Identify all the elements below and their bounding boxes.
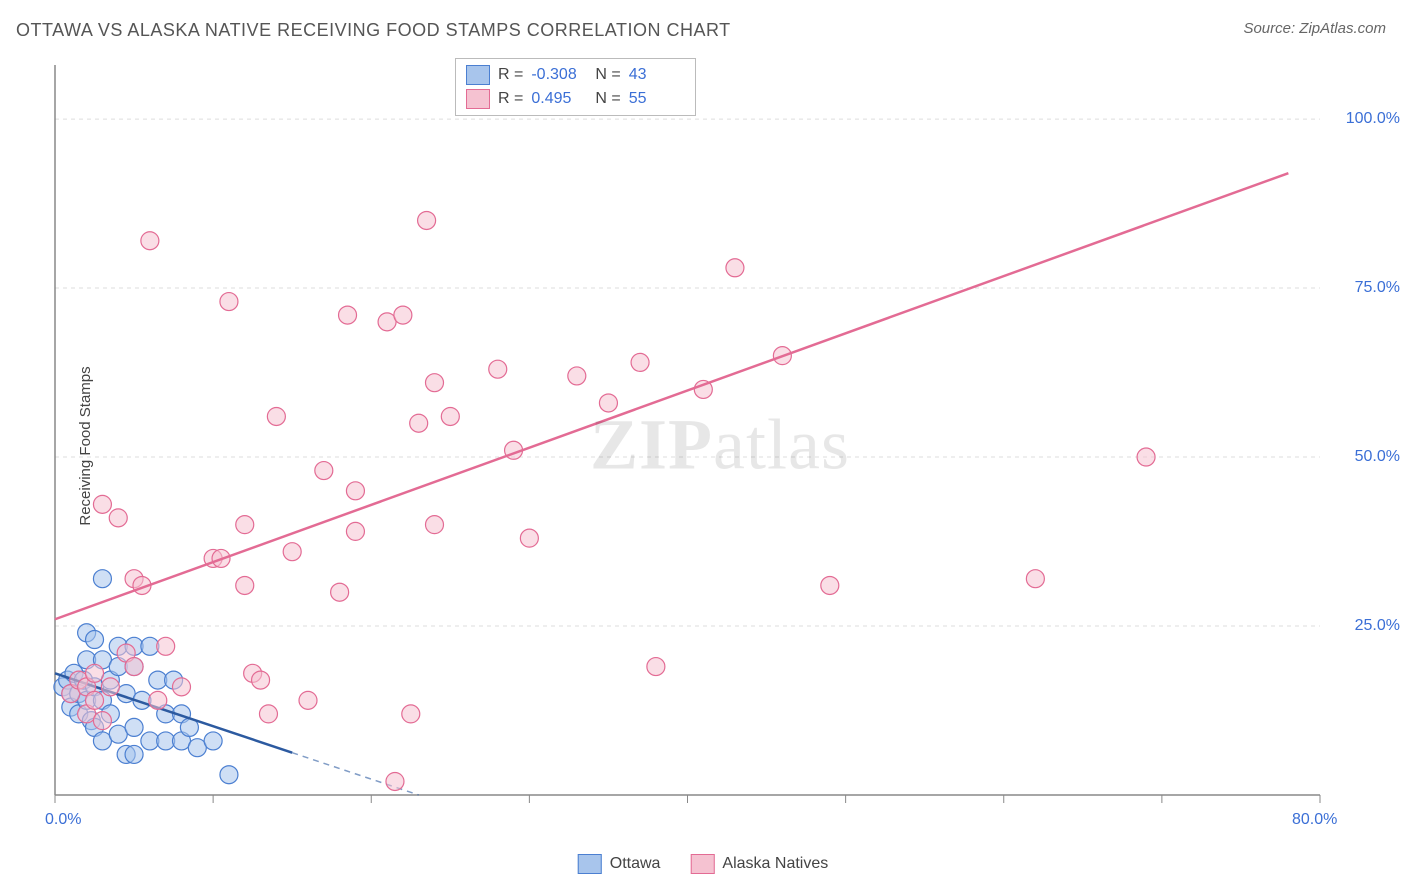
- ottawa-r-value: -0.308: [531, 66, 587, 84]
- chart-plot-area: ZIPatlas: [50, 55, 1390, 835]
- chart-svg: [50, 55, 1390, 835]
- alaska-swatch: [466, 89, 490, 109]
- r-label: R =: [498, 90, 523, 108]
- series-legend: Ottawa Alaska Natives: [578, 854, 829, 874]
- legend-label: Ottawa: [610, 855, 661, 873]
- ottawa-swatch: [578, 854, 602, 874]
- r-label: R =: [498, 66, 523, 84]
- correlation-legend: R = -0.308 N = 43 R = 0.495 N = 55: [455, 58, 696, 116]
- source-attribution: Source: ZipAtlas.com: [1243, 20, 1386, 37]
- y-tick-label: 25.0%: [1355, 617, 1400, 635]
- n-label: N =: [595, 66, 620, 84]
- legend-item-ottawa: Ottawa: [578, 854, 661, 874]
- alaska-r-value: 0.495: [531, 90, 587, 108]
- chart-title: OTTAWA VS ALASKA NATIVE RECEIVING FOOD S…: [16, 20, 731, 41]
- ottawa-swatch: [466, 65, 490, 85]
- y-tick-label: 50.0%: [1355, 448, 1400, 466]
- legend-label: Alaska Natives: [722, 855, 828, 873]
- ottawa-n-value: 43: [629, 66, 685, 84]
- legend-row-alaska: R = 0.495 N = 55: [466, 87, 685, 111]
- x-tick-label: 0.0%: [45, 811, 81, 829]
- x-tick-label: 80.0%: [1292, 811, 1337, 829]
- y-tick-label: 75.0%: [1355, 279, 1400, 297]
- alaska-n-value: 55: [629, 90, 685, 108]
- legend-item-alaska: Alaska Natives: [690, 854, 828, 874]
- alaska-swatch: [690, 854, 714, 874]
- y-tick-label: 100.0%: [1346, 110, 1400, 128]
- legend-row-ottawa: R = -0.308 N = 43: [466, 63, 685, 87]
- n-label: N =: [595, 90, 620, 108]
